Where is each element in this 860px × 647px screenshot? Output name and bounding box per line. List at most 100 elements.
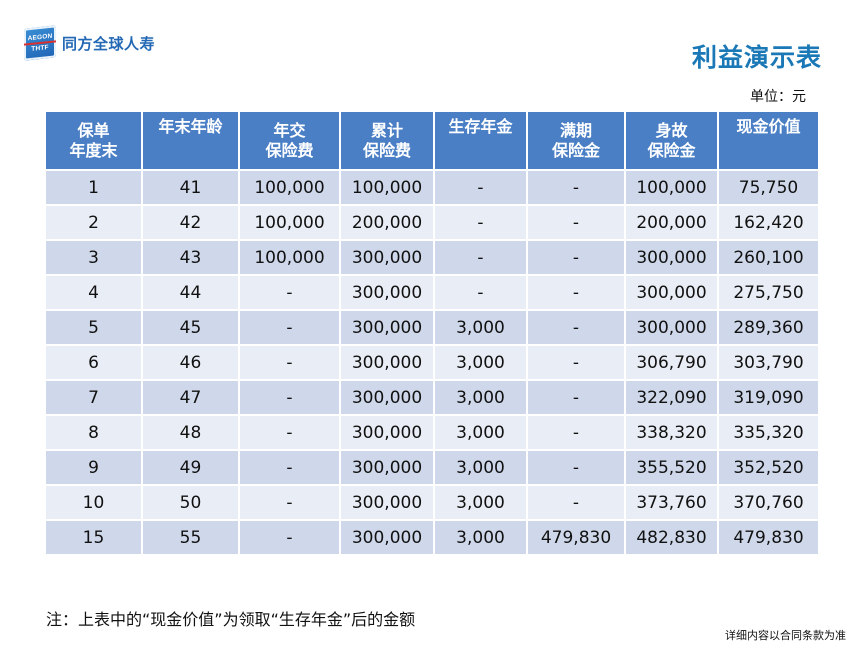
- company-name: 同方全球人寿: [62, 34, 156, 53]
- cell-policy-year: 5: [44, 309, 143, 346]
- cell-survival-annuity: -: [433, 204, 528, 241]
- cell-cash-value: 335,320: [717, 414, 820, 451]
- cell-cash-value: 479,830: [717, 519, 820, 556]
- cell-age: 49: [141, 449, 240, 486]
- cell-cash-value: 275,750: [717, 274, 820, 311]
- aegon-logo-icon: AEGON THTF: [24, 25, 56, 61]
- cell-maturity-benefit: -: [526, 414, 626, 451]
- cell-annual-premium: -: [238, 274, 341, 311]
- cell-policy-year: 2: [44, 204, 143, 241]
- cell-maturity-benefit: -: [526, 484, 626, 521]
- cell-cash-value: 352,520: [717, 449, 820, 486]
- cell-age: 42: [141, 204, 240, 241]
- cell-policy-year: 8: [44, 414, 143, 451]
- cell-cumulative-premium: 300,000: [339, 274, 435, 311]
- table-row: 10 50-300,000 3,000-373,760 370,760: [44, 484, 820, 521]
- cell-cumulative-premium: 300,000: [339, 379, 435, 416]
- cell-cash-value: 319,090: [717, 379, 820, 416]
- cell-maturity-benefit: -: [526, 274, 626, 311]
- cell-cash-value: 260,100: [717, 239, 820, 276]
- cell-cash-value: 75,750: [717, 169, 820, 206]
- cell-cumulative-premium: 300,000: [339, 519, 435, 556]
- cell-maturity-benefit: 479,830: [526, 519, 626, 556]
- company-logo: AEGON THTF 同方全球人寿: [24, 25, 156, 61]
- table-row: 7 47-300,000 3,000-322,090 319,090: [44, 379, 820, 416]
- cell-age: 46: [141, 344, 240, 381]
- cell-maturity-benefit: -: [526, 204, 626, 241]
- cell-cumulative-premium: 300,000: [339, 309, 435, 346]
- cell-death-benefit: 300,000: [624, 239, 719, 276]
- cell-maturity-benefit: -: [526, 344, 626, 381]
- col-header-cumulative-premium: 累计 保险费: [339, 110, 435, 171]
- cell-death-benefit: 482,830: [624, 519, 719, 556]
- table-row: 3 43 100,000 300,000- -300,000 260,100: [44, 239, 820, 276]
- cell-survival-annuity: 3,000: [433, 379, 528, 416]
- cell-maturity-benefit: -: [526, 379, 626, 416]
- cell-cash-value: 370,760: [717, 484, 820, 521]
- cell-cash-value: 289,360: [717, 309, 820, 346]
- cell-death-benefit: 100,000: [624, 169, 719, 206]
- cell-policy-year: 3: [44, 239, 143, 276]
- cell-survival-annuity: 3,000: [433, 484, 528, 521]
- table-note: 注：上表中的“现金价值”为领取“生存年金”后的金额: [46, 610, 416, 629]
- cell-maturity-benefit: -: [526, 169, 626, 206]
- cell-age: 55: [141, 519, 240, 556]
- cell-maturity-benefit: -: [526, 449, 626, 486]
- cell-age: 43: [141, 239, 240, 276]
- table-row: 1 41 100,000 100,000- -100,000 75,750: [44, 169, 820, 206]
- cell-survival-annuity: -: [433, 274, 528, 311]
- cell-survival-annuity: 3,000: [433, 449, 528, 486]
- cell-death-benefit: 322,090: [624, 379, 719, 416]
- col-header-age: 年末年龄: [141, 110, 240, 171]
- cell-policy-year: 15: [44, 519, 143, 556]
- cell-death-benefit: 338,320: [624, 414, 719, 451]
- col-header-policy-year: 保单 年度末: [44, 110, 143, 171]
- cell-policy-year: 4: [44, 274, 143, 311]
- cell-survival-annuity: -: [433, 169, 528, 206]
- col-header-cash-value: 现金价值: [717, 110, 820, 171]
- cell-annual-premium: -: [238, 414, 341, 451]
- cell-annual-premium: 100,000: [238, 169, 341, 206]
- cell-cash-value: 162,420: [717, 204, 820, 241]
- cell-policy-year: 10: [44, 484, 143, 521]
- cell-death-benefit: 373,760: [624, 484, 719, 521]
- cell-death-benefit: 300,000: [624, 274, 719, 311]
- col-header-maturity-benefit: 满期 保险金: [526, 110, 626, 171]
- cell-annual-premium: -: [238, 484, 341, 521]
- table-row: 8 48-300,000 3,000-338,320 335,320: [44, 414, 820, 451]
- cell-age: 47: [141, 379, 240, 416]
- col-header-survival-annuity: 生存年金: [433, 110, 528, 171]
- cell-death-benefit: 200,000: [624, 204, 719, 241]
- cell-cumulative-premium: 300,000: [339, 239, 435, 276]
- cell-age: 48: [141, 414, 240, 451]
- cell-annual-premium: -: [238, 449, 341, 486]
- cell-annual-premium: 100,000: [238, 239, 341, 276]
- cell-annual-premium: -: [238, 309, 341, 346]
- cell-death-benefit: 300,000: [624, 309, 719, 346]
- cell-annual-premium: 100,000: [238, 204, 341, 241]
- cell-cash-value: 303,790: [717, 344, 820, 381]
- cell-cumulative-premium: 200,000: [339, 204, 435, 241]
- cell-death-benefit: 355,520: [624, 449, 719, 486]
- table-row: 6 46-300,000 3,000-306,790 303,790: [44, 344, 820, 381]
- col-header-death-benefit: 身故 保险金: [624, 110, 719, 171]
- cell-cumulative-premium: 300,000: [339, 449, 435, 486]
- unit-label: 单位：元: [750, 89, 806, 105]
- cell-cumulative-premium: 300,000: [339, 414, 435, 451]
- cell-cumulative-premium: 300,000: [339, 344, 435, 381]
- benefit-table: 保单 年度末 年末年龄 年交 保险费 累计 保险费 生存年金 满期 保险金 身故 保险金 …: [44, 110, 820, 556]
- cell-annual-premium: -: [238, 344, 341, 381]
- page-title: 利益演示表: [691, 43, 822, 72]
- cell-age: 44: [141, 274, 240, 311]
- cell-annual-premium: -: [238, 379, 341, 416]
- cell-cumulative-premium: 100,000: [339, 169, 435, 206]
- cell-policy-year: 7: [44, 379, 143, 416]
- cell-policy-year: 6: [44, 344, 143, 381]
- cell-maturity-benefit: -: [526, 309, 626, 346]
- table-row: 4 44-300,000- -300,000 275,750: [44, 274, 820, 311]
- table-row: 15 55-300,000 3,000 479,830 482,830 479,830: [44, 519, 820, 556]
- cell-survival-annuity: 3,000: [433, 309, 528, 346]
- table-row: 5 45-300,000 3,000-300,000 289,360: [44, 309, 820, 346]
- footnote: 详细内容以合同条款为准: [725, 629, 846, 642]
- table-row: 2 42 100,000 200,000- -200,000 162,420: [44, 204, 820, 241]
